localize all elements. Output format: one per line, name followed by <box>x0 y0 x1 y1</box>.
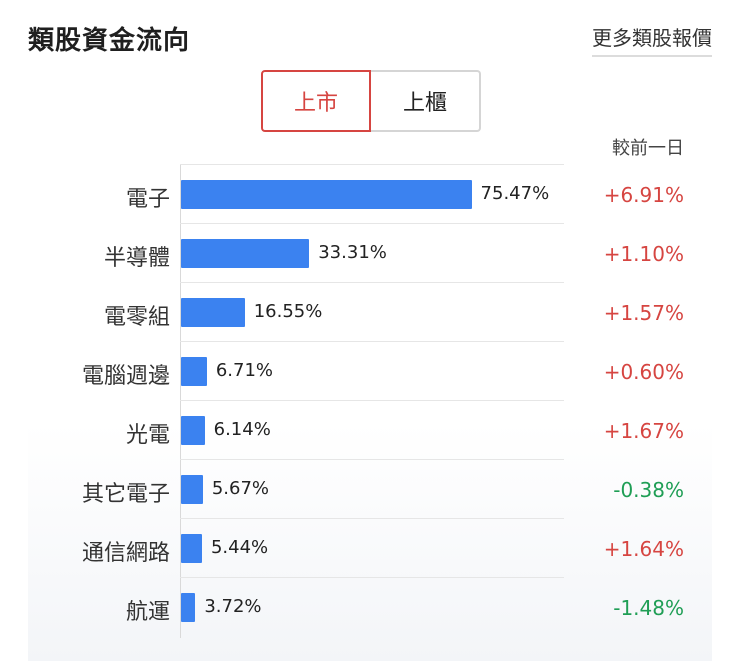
sector-label: 電子 <box>125 187 170 212</box>
row-separator <box>180 164 564 165</box>
sector-change-label: +0.60% <box>603 360 684 384</box>
sector-change-label: +1.10% <box>603 242 684 266</box>
more-sector-quotes-link[interactable]: 更多類股報價 <box>592 22 712 57</box>
sector-row[interactable]: 航運 3.72% -1.48% <box>28 577 712 636</box>
tab-listed[interactable]: 上市 <box>261 70 371 132</box>
sector-bar <box>181 180 472 209</box>
sector-change-label: +1.64% <box>603 537 684 561</box>
sector-value-label: 6.71% <box>215 360 274 381</box>
tab-otc[interactable]: 上櫃 <box>371 70 481 132</box>
sector-bar <box>181 593 196 622</box>
row-separator <box>180 223 564 224</box>
sector-label: 電零組 <box>103 305 170 330</box>
sector-label: 半導體 <box>103 246 170 271</box>
market-tabs: 上市 上櫃 <box>261 70 481 132</box>
sector-label: 電腦週邊 <box>81 364 170 389</box>
sector-label: 光電 <box>125 423 170 448</box>
sector-bar <box>181 239 310 268</box>
sector-bar <box>181 416 205 445</box>
sector-row[interactable]: 通信網路 5.44% +1.64% <box>28 518 712 577</box>
sector-bar <box>181 357 207 386</box>
sector-value-label: 3.72% <box>204 596 262 617</box>
sector-row[interactable]: 其它電子 5.67% -0.38% <box>28 459 712 518</box>
sector-change-label: -1.48% <box>613 596 684 620</box>
sector-row[interactable]: 半導體 33.31% +1.10% <box>28 223 712 282</box>
sector-label: 通信網路 <box>81 541 170 566</box>
sector-row[interactable]: 電腦週邊 6.71% +0.60% <box>28 341 712 400</box>
row-separator <box>180 341 564 342</box>
sector-row[interactable]: 光電 6.14% +1.67% <box>28 400 712 459</box>
sector-label: 其它電子 <box>81 482 170 507</box>
sector-change-label: -0.38% <box>613 478 684 502</box>
change-column-header: 較前一日 <box>612 138 684 159</box>
chart-axis-line <box>180 164 181 638</box>
sector-bar <box>181 534 202 563</box>
sector-change-label: +1.57% <box>603 301 684 325</box>
sector-fund-flow-card: 類股資金流向 更多類股報價 上市 上櫃 較前一日 電子 75.47% +6.91% 半… <box>28 0 712 661</box>
sector-bar <box>181 475 203 504</box>
card-title: 類股資金流向 <box>28 26 191 56</box>
sector-value-label: 16.55% <box>253 301 323 322</box>
sector-row[interactable]: 電零組 16.55% +1.57% <box>28 282 712 341</box>
row-separator <box>180 400 564 401</box>
sector-value-label: 5.44% <box>210 537 269 558</box>
row-separator <box>180 282 564 283</box>
sector-row[interactable]: 電子 75.47% +6.91% <box>28 164 712 223</box>
sector-change-label: +1.67% <box>603 419 684 443</box>
sector-bar <box>181 298 245 327</box>
sector-value-label: 6.14% <box>213 419 271 440</box>
sector-value-label: 75.47% <box>480 183 550 204</box>
sector-value-label: 33.31% <box>318 242 387 263</box>
row-separator <box>180 577 564 578</box>
sector-change-label: +6.91% <box>603 183 684 207</box>
row-separator <box>180 459 564 460</box>
row-separator <box>180 518 564 519</box>
sector-value-label: 5.67% <box>211 478 270 499</box>
sector-label: 航運 <box>125 600 170 625</box>
